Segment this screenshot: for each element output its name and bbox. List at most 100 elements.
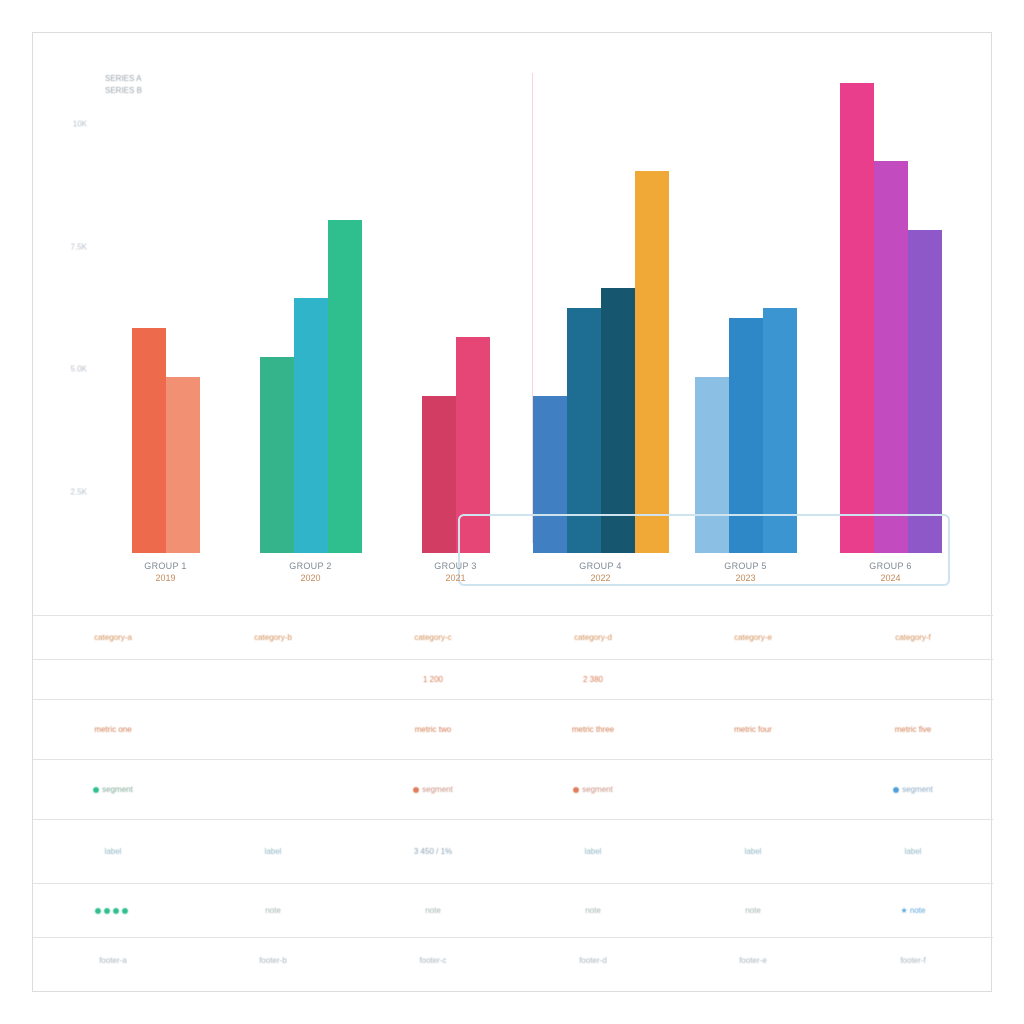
bar-group	[93, 63, 238, 553]
marker-dot	[413, 787, 419, 793]
bar	[635, 171, 669, 553]
table-cell: label	[193, 843, 353, 860]
lower-table: category-acategory-bcategory-ccategory-d…	[33, 615, 993, 993]
bar	[874, 161, 908, 553]
chart-area: GROUP 1 2019GROUP 2 2020GROUP 32021GROUP 4…	[93, 63, 963, 613]
table-cell: note	[513, 902, 673, 919]
table-cell	[833, 676, 993, 684]
table-row: metric onemetric twometric threemetric f…	[33, 699, 993, 759]
table-cell: metric four	[673, 721, 833, 738]
chart-frame: 2.5K5.0K7.5K10K SERIES A SERIES B GROUP …	[32, 32, 992, 992]
bar	[294, 298, 328, 553]
table-cell: category-a	[33, 629, 193, 646]
table-cell: footer-c	[353, 952, 513, 969]
table-cell: metric three	[513, 721, 673, 738]
y-tick: 10K	[41, 120, 87, 129]
table-cell: metric one	[33, 721, 193, 738]
table-cell: category-c	[353, 629, 513, 646]
table-cell: note	[353, 902, 513, 919]
table-cell: footer-e	[673, 952, 833, 969]
table-cell: note	[193, 902, 353, 919]
x-label-bottom: 2022	[528, 573, 673, 583]
x-label-bottom: 2020	[238, 573, 383, 583]
table-cell: note	[673, 902, 833, 919]
x-label: GROUP 5 2023	[673, 561, 818, 613]
table-cell: 1 200	[353, 671, 513, 688]
bar	[166, 377, 200, 553]
bar-group	[673, 63, 818, 553]
table-cell: category-b	[193, 629, 353, 646]
x-label: GROUP 32021	[383, 561, 528, 613]
table-cell: segment	[353, 781, 513, 798]
marker-dot	[573, 787, 579, 793]
table-row: category-acategory-bcategory-ccategory-d…	[33, 615, 993, 659]
marker-dot	[104, 908, 110, 914]
table-row: segmentsegmentsegmentsegment	[33, 759, 993, 819]
x-label-top: GROUP 4	[528, 561, 673, 571]
marker-dot	[122, 908, 128, 914]
bar	[422, 396, 456, 553]
x-label-bottom: 2023	[673, 573, 818, 583]
bar	[260, 357, 294, 553]
table-cell: ★ note	[833, 902, 993, 919]
bar-group	[238, 63, 383, 553]
marker-dot	[93, 787, 99, 793]
x-label: GROUP 2 2020	[238, 561, 383, 613]
bar	[328, 220, 362, 553]
table-cell: 2 380	[513, 671, 673, 688]
table-row: notenotenotenote★ note	[33, 883, 993, 937]
bar-group	[528, 63, 673, 553]
table-cell: footer-a	[33, 952, 193, 969]
table-cell: footer-d	[513, 952, 673, 969]
table-cell: segment	[513, 781, 673, 798]
y-tick: 2.5K	[41, 487, 87, 496]
table-cell	[193, 726, 353, 734]
x-label-top: GROUP 1	[93, 561, 238, 571]
y-tick: 5.0K	[41, 365, 87, 374]
table-cell	[193, 676, 353, 684]
table-row: 1 2002 380	[33, 659, 993, 699]
table-cell: segment	[833, 781, 993, 798]
bar	[132, 328, 166, 553]
table-cell: segment	[33, 781, 193, 798]
table-row: labellabel3 450 / 1%labellabellabel	[33, 819, 993, 883]
table-cell: label	[833, 843, 993, 860]
bar	[840, 83, 874, 553]
table-cell: label	[33, 843, 193, 860]
table-cell	[673, 676, 833, 684]
x-label-top: GROUP 2	[238, 561, 383, 571]
table-cell: metric five	[833, 721, 993, 738]
table-cell: label	[673, 843, 833, 860]
marker-dot	[95, 908, 101, 914]
x-label-top: GROUP 6	[818, 561, 963, 571]
x-label-top: GROUP 3	[383, 561, 528, 571]
bar-group	[818, 63, 963, 553]
y-axis: 2.5K 5.0K 7.5K 10K	[41, 63, 89, 553]
table-cell	[673, 786, 833, 794]
table-cell	[33, 676, 193, 684]
table-cell: label	[513, 843, 673, 860]
x-label-bottom: 2024	[818, 573, 963, 583]
guide-line	[532, 73, 533, 543]
x-label: GROUP 4 2022	[528, 561, 673, 613]
table-cell: category-e	[673, 629, 833, 646]
table-cell: metric two	[353, 721, 513, 738]
bar	[908, 230, 942, 553]
x-label-bottom: 2019	[93, 573, 238, 583]
chart-plot	[93, 63, 963, 553]
x-label-top: GROUP 5	[673, 561, 818, 571]
table-cell: footer-b	[193, 952, 353, 969]
table-cell	[33, 902, 193, 919]
x-label: GROUP 1 2019	[93, 561, 238, 613]
marker-dot	[113, 908, 119, 914]
table-cell: category-d	[513, 629, 673, 646]
table-cell: footer-f	[833, 952, 993, 969]
table-cell	[193, 786, 353, 794]
y-tick: 7.5K	[41, 242, 87, 251]
bar-group	[383, 63, 528, 553]
table-cell: category-f	[833, 629, 993, 646]
x-axis-labels: GROUP 1 2019GROUP 2 2020GROUP 32021GROUP 4…	[93, 561, 963, 613]
marker-dot	[893, 787, 899, 793]
x-label: GROUP 6 2024	[818, 561, 963, 613]
table-cell: 3 450 / 1%	[353, 843, 513, 860]
